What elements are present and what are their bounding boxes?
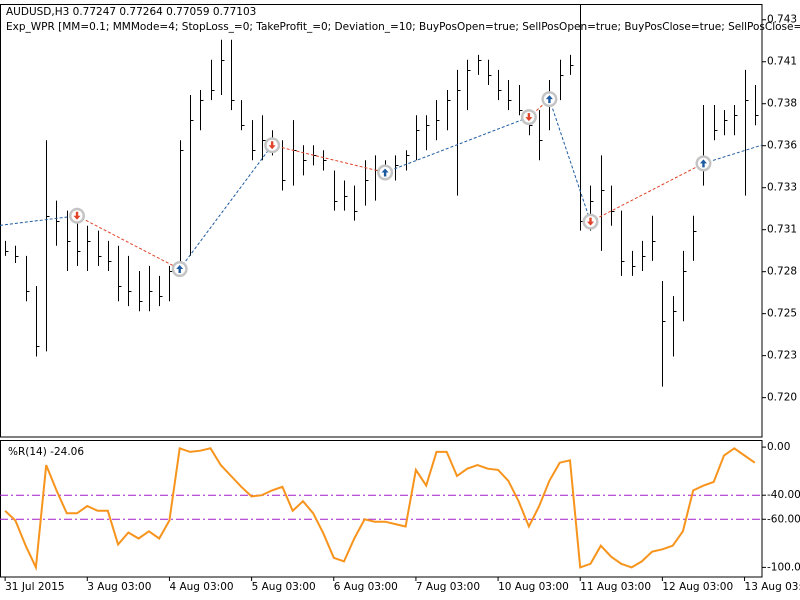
x-tick-label: 12 Aug 03:00 [662,581,733,593]
wpr-line [4,446,756,572]
indicator-title: %R(14) -24.06 [8,446,84,458]
x-tick-label: 3 Aug 03:00 [87,581,151,593]
trade-line [384,116,530,173]
y-tick-label: 0.728 [767,266,797,278]
trade-line [179,144,273,270]
y-tick-label: 0.720 [767,392,797,404]
x-tick-label: 7 Aug 03:00 [416,581,480,593]
indicator-frame [0,440,763,578]
y-tick-label: 0.738 [767,98,797,110]
x-tick-label: 4 Aug 03:00 [169,581,233,593]
trade-arrow [699,159,707,168]
x-tick-label: 6 Aug 03:00 [334,581,398,593]
trade-arrow [73,211,81,220]
expert-settings: Exp_WPR [MM=0.1; MMMode=4; StopLoss_=0; … [6,21,800,33]
y-tick-label: 0.723 [767,350,797,362]
trade-line [272,144,386,173]
x-tick-label: 13 Aug 03:00 [745,581,800,593]
trade-line [0,215,78,226]
trade-line [703,144,763,164]
y-tick-label: 0.733 [767,182,797,194]
trade-arrow [268,141,276,150]
trade-line [590,162,704,223]
y-tick-label: -40.00 [767,489,800,501]
x-tick-label: 5 Aug 03:00 [252,581,316,593]
trade-arrow [176,265,184,274]
y-tick-label: -60.00 [767,513,800,525]
x-tick-label: 11 Aug 03:00 [580,581,651,593]
y-tick-label: 0.743 [767,14,797,26]
y-tick-label: -100.00 [767,561,800,573]
x-tick-label: 31 Jul 2015 [5,581,64,593]
y-tick-label: 0.00 [767,441,790,453]
trade-line [548,98,591,222]
chart-title: AUDUSD,H3 0.77247 0.77264 0.77059 0.7710… [6,6,256,18]
trade-arrow [381,168,389,177]
trade-arrow [525,113,533,122]
x-tick-label: 10 Aug 03:00 [498,581,569,593]
trade-arrow [586,217,594,226]
y-tick-label: 0.731 [767,224,797,236]
y-tick-label: 0.741 [767,56,797,68]
y-tick-label: 0.736 [767,140,797,152]
y-tick-label: 0.725 [767,308,797,320]
trade-line [76,215,180,270]
main-frame [0,4,763,438]
trade-arrow [545,95,553,104]
